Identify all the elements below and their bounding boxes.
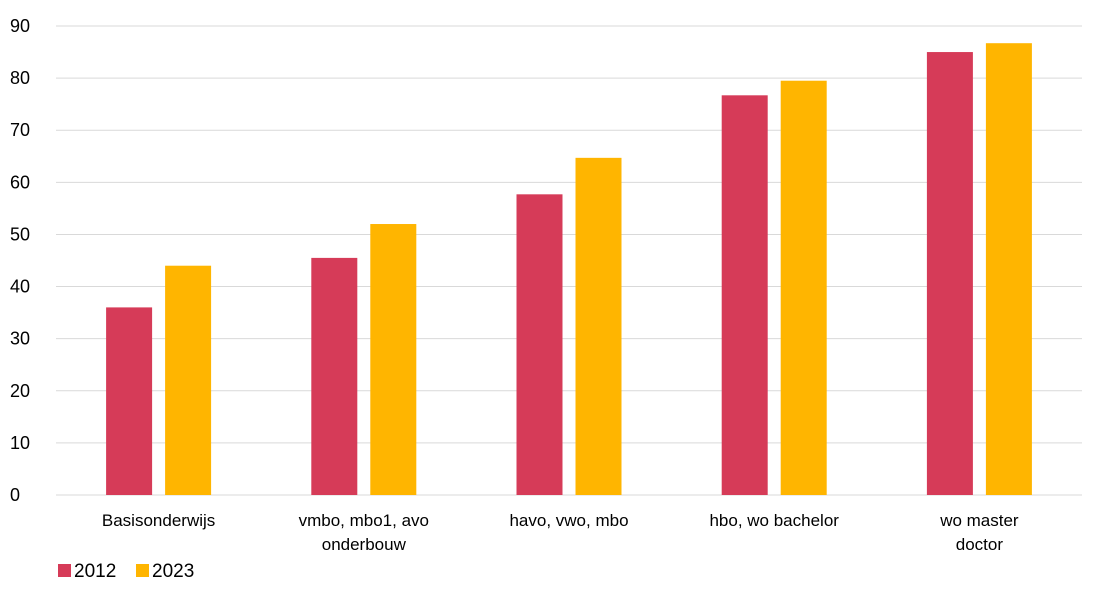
y-tick-label: 80 — [10, 68, 30, 88]
x-category-label-line: doctor — [956, 535, 1004, 554]
bar-2012-3 — [516, 194, 563, 495]
y-tick-label: 10 — [10, 433, 30, 453]
x-category-label-line: vmbo, mbo1, avo — [299, 511, 429, 530]
x-category-label: vmbo, mbo1, avo onderbouw — [299, 511, 429, 554]
bar-2023-5 — [985, 43, 1032, 496]
x-category-label-line: hbo, wo bachelor — [709, 511, 839, 530]
bar-2012-1 — [106, 307, 153, 495]
legend-label-2012: 2012 — [74, 561, 116, 582]
y-tick-label: 30 — [10, 329, 30, 349]
y-tick-label: 40 — [10, 277, 30, 297]
legend: 2012 2023 — [58, 561, 194, 582]
bars — [106, 43, 1032, 496]
x-axis-category-labels: Basisonderwijs vmbo, mbo1, avo onderbouw ha… — [102, 511, 1019, 554]
bar-2012-4 — [721, 95, 768, 496]
y-tick-label: 0 — [10, 485, 20, 505]
y-tick-label: 90 — [10, 16, 30, 36]
gridlines — [56, 25, 1082, 496]
x-category-label-line: Basisonderwijs — [102, 511, 215, 530]
x-category-label-line: havo, vwo, mbo — [509, 511, 628, 530]
legend-label-2023: 2023 — [152, 561, 194, 582]
y-tick-label: 70 — [10, 120, 30, 140]
x-category-label-line: wo master — [939, 511, 1019, 530]
bar-2012-5 — [926, 52, 973, 496]
y-tick-label: 50 — [10, 224, 30, 244]
bar-2012-2 — [311, 257, 358, 495]
x-category-label: havo, vwo, mbo — [509, 511, 628, 530]
bar-2023-3 — [575, 157, 622, 495]
bar-2023-2 — [370, 224, 417, 495]
bar-2023-4 — [780, 80, 827, 495]
y-axis-tick-labels: 0 10 20 30 40 50 60 70 80 90 — [10, 16, 30, 505]
legend-swatch-2012 — [58, 564, 71, 577]
y-tick-label: 20 — [10, 381, 30, 401]
x-category-label: wo master doctor — [939, 511, 1019, 554]
x-category-label: Basisonderwijs — [102, 511, 215, 530]
bar-2023-1 — [165, 265, 212, 495]
x-category-label: hbo, wo bachelor — [709, 511, 839, 530]
y-tick-label: 60 — [10, 172, 30, 192]
x-category-label-line: onderbouw — [322, 535, 407, 554]
legend-swatch-2023 — [136, 564, 149, 577]
